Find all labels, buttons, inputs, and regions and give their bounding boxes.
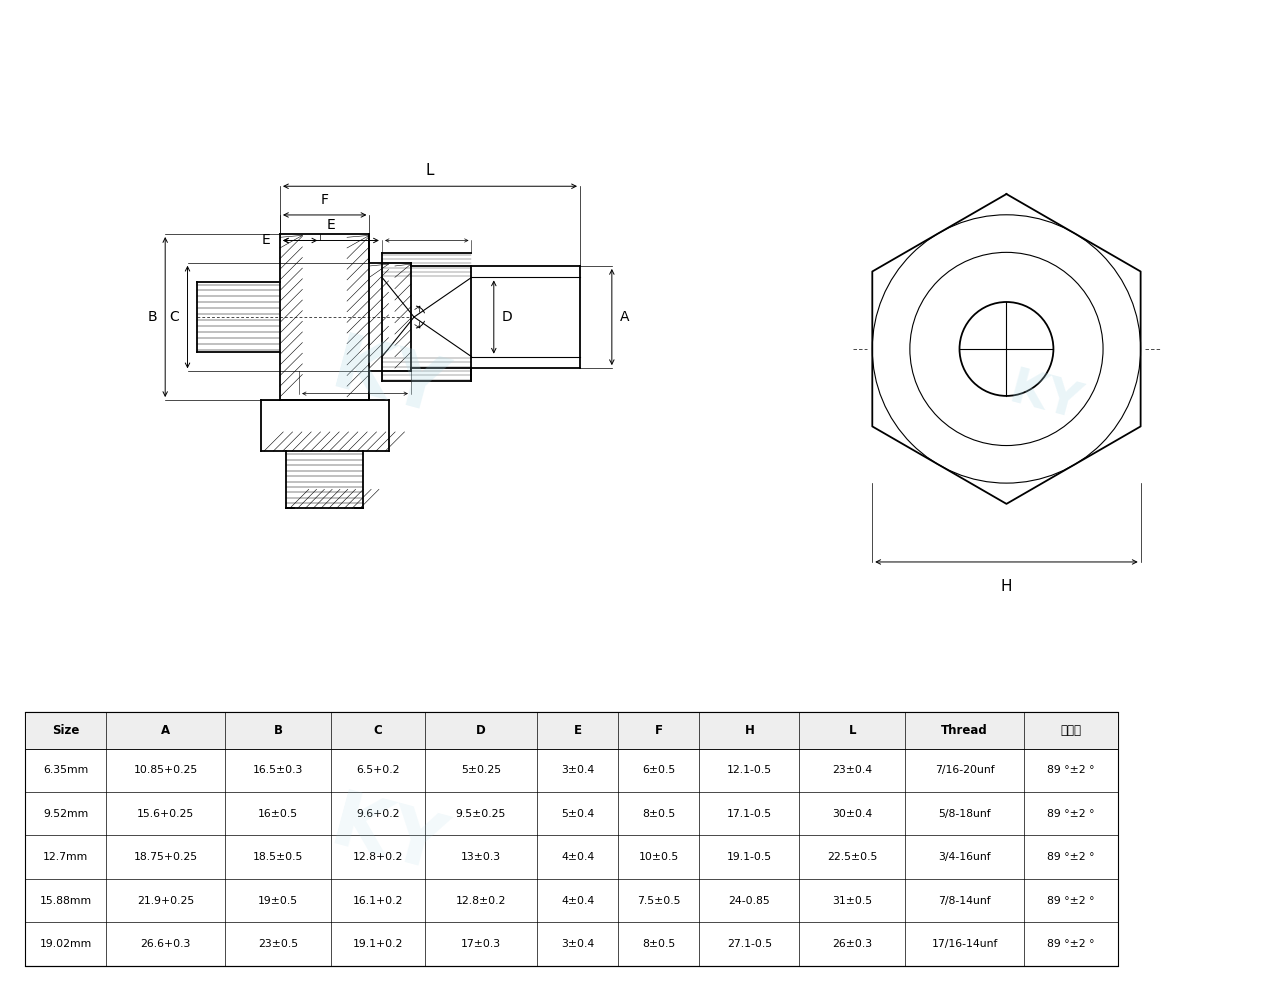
Text: 5±0.25: 5±0.25 — [461, 766, 501, 776]
Text: 26.6+0.3: 26.6+0.3 — [140, 939, 191, 949]
Text: L: L — [426, 163, 434, 177]
Text: 19.1+0.2: 19.1+0.2 — [353, 939, 403, 949]
Text: C: C — [169, 310, 180, 324]
Text: F: F — [321, 192, 329, 206]
Text: H: H — [744, 724, 754, 737]
Text: 6.35mm: 6.35mm — [43, 766, 88, 776]
Text: 31±0.5: 31±0.5 — [832, 895, 873, 905]
Text: 27.1-0.5: 27.1-0.5 — [726, 939, 772, 949]
Text: 6±0.5: 6±0.5 — [642, 766, 675, 776]
Text: Size: Size — [52, 724, 79, 737]
Text: 17.1-0.5: 17.1-0.5 — [726, 809, 772, 819]
Text: KY: KY — [1004, 365, 1087, 430]
Text: 24-0.85: 24-0.85 — [729, 895, 771, 905]
Text: 22.5±0.5: 22.5±0.5 — [827, 852, 878, 862]
Text: 8±0.5: 8±0.5 — [642, 809, 675, 819]
Text: 19.02mm: 19.02mm — [39, 939, 92, 949]
Text: E: E — [261, 233, 270, 247]
Text: 6.5+0.2: 6.5+0.2 — [357, 766, 400, 776]
Text: 30±0.4: 30±0.4 — [832, 809, 873, 819]
Text: 12.8±0.2: 12.8±0.2 — [456, 895, 506, 905]
Text: 89 °±2 °: 89 °±2 ° — [1047, 939, 1094, 949]
Text: 23±0.5: 23±0.5 — [259, 939, 298, 949]
Text: 12.8+0.2: 12.8+0.2 — [353, 852, 403, 862]
Text: E: E — [326, 218, 335, 232]
Bar — [25, 712, 1117, 749]
Text: 9.5±0.25: 9.5±0.25 — [456, 809, 506, 819]
Text: B: B — [274, 724, 283, 737]
Text: E: E — [573, 724, 582, 737]
Text: 17±0.3: 17±0.3 — [461, 939, 501, 949]
Text: 16.5±0.3: 16.5±0.3 — [252, 766, 303, 776]
Text: 12.1-0.5: 12.1-0.5 — [726, 766, 772, 776]
Text: 15.88mm: 15.88mm — [39, 895, 92, 905]
Text: 89 °±2 °: 89 °±2 ° — [1047, 852, 1094, 862]
Text: 15.6+0.25: 15.6+0.25 — [138, 809, 195, 819]
Text: 18.75+0.25: 18.75+0.25 — [134, 852, 197, 862]
Bar — [25, 712, 1117, 965]
Text: 17/16-14unf: 17/16-14unf — [931, 939, 998, 949]
Text: D: D — [476, 724, 485, 737]
Text: A: A — [620, 310, 629, 324]
Text: 89 °±2 °: 89 °±2 ° — [1047, 809, 1094, 819]
Text: 16.1+0.2: 16.1+0.2 — [353, 895, 403, 905]
Text: D: D — [502, 310, 513, 324]
Text: Thread: Thread — [941, 724, 989, 737]
Text: F: F — [655, 724, 662, 737]
Text: 4±0.4: 4±0.4 — [561, 852, 594, 862]
Text: A: A — [161, 724, 171, 737]
Text: 9.6+0.2: 9.6+0.2 — [357, 809, 400, 819]
Text: C: C — [373, 724, 382, 737]
Text: 8±0.5: 8±0.5 — [642, 939, 675, 949]
Text: 9.52mm: 9.52mm — [43, 809, 88, 819]
Text: 18.5±0.5: 18.5±0.5 — [252, 852, 303, 862]
Text: 89 °±2 °: 89 °±2 ° — [1047, 766, 1094, 776]
Text: H: H — [1000, 579, 1013, 594]
Text: 12.7mm: 12.7mm — [43, 852, 88, 862]
Text: B: B — [148, 310, 157, 324]
Text: 4±0.4: 4±0.4 — [561, 895, 594, 905]
Text: 5/8-18unf: 5/8-18unf — [939, 809, 991, 819]
Text: L: L — [848, 724, 856, 737]
Text: KY: KY — [324, 330, 454, 432]
Text: 23±0.4: 23±0.4 — [832, 766, 873, 776]
Text: 7/16-20unf: 7/16-20unf — [935, 766, 995, 776]
Text: 3/4-16unf: 3/4-16unf — [939, 852, 991, 862]
Text: 3±0.4: 3±0.4 — [561, 939, 594, 949]
Text: 26±0.3: 26±0.3 — [832, 939, 873, 949]
Text: 21.9+0.25: 21.9+0.25 — [138, 895, 195, 905]
Text: 7.5±0.5: 7.5±0.5 — [637, 895, 680, 905]
Text: KY: KY — [322, 787, 452, 888]
Text: 10.85+0.25: 10.85+0.25 — [134, 766, 197, 776]
Text: 19.1-0.5: 19.1-0.5 — [726, 852, 772, 862]
Text: 7/8-14unf: 7/8-14unf — [939, 895, 991, 905]
Text: 10±0.5: 10±0.5 — [638, 852, 679, 862]
Text: 89 °±2 °: 89 °±2 ° — [1047, 895, 1094, 905]
Text: 5±0.4: 5±0.4 — [561, 809, 594, 819]
Text: 密封度: 密封度 — [1060, 724, 1082, 737]
Text: 16±0.5: 16±0.5 — [259, 809, 298, 819]
Text: 19±0.5: 19±0.5 — [259, 895, 298, 905]
Text: 13±0.3: 13±0.3 — [461, 852, 501, 862]
Text: 3±0.4: 3±0.4 — [561, 766, 594, 776]
